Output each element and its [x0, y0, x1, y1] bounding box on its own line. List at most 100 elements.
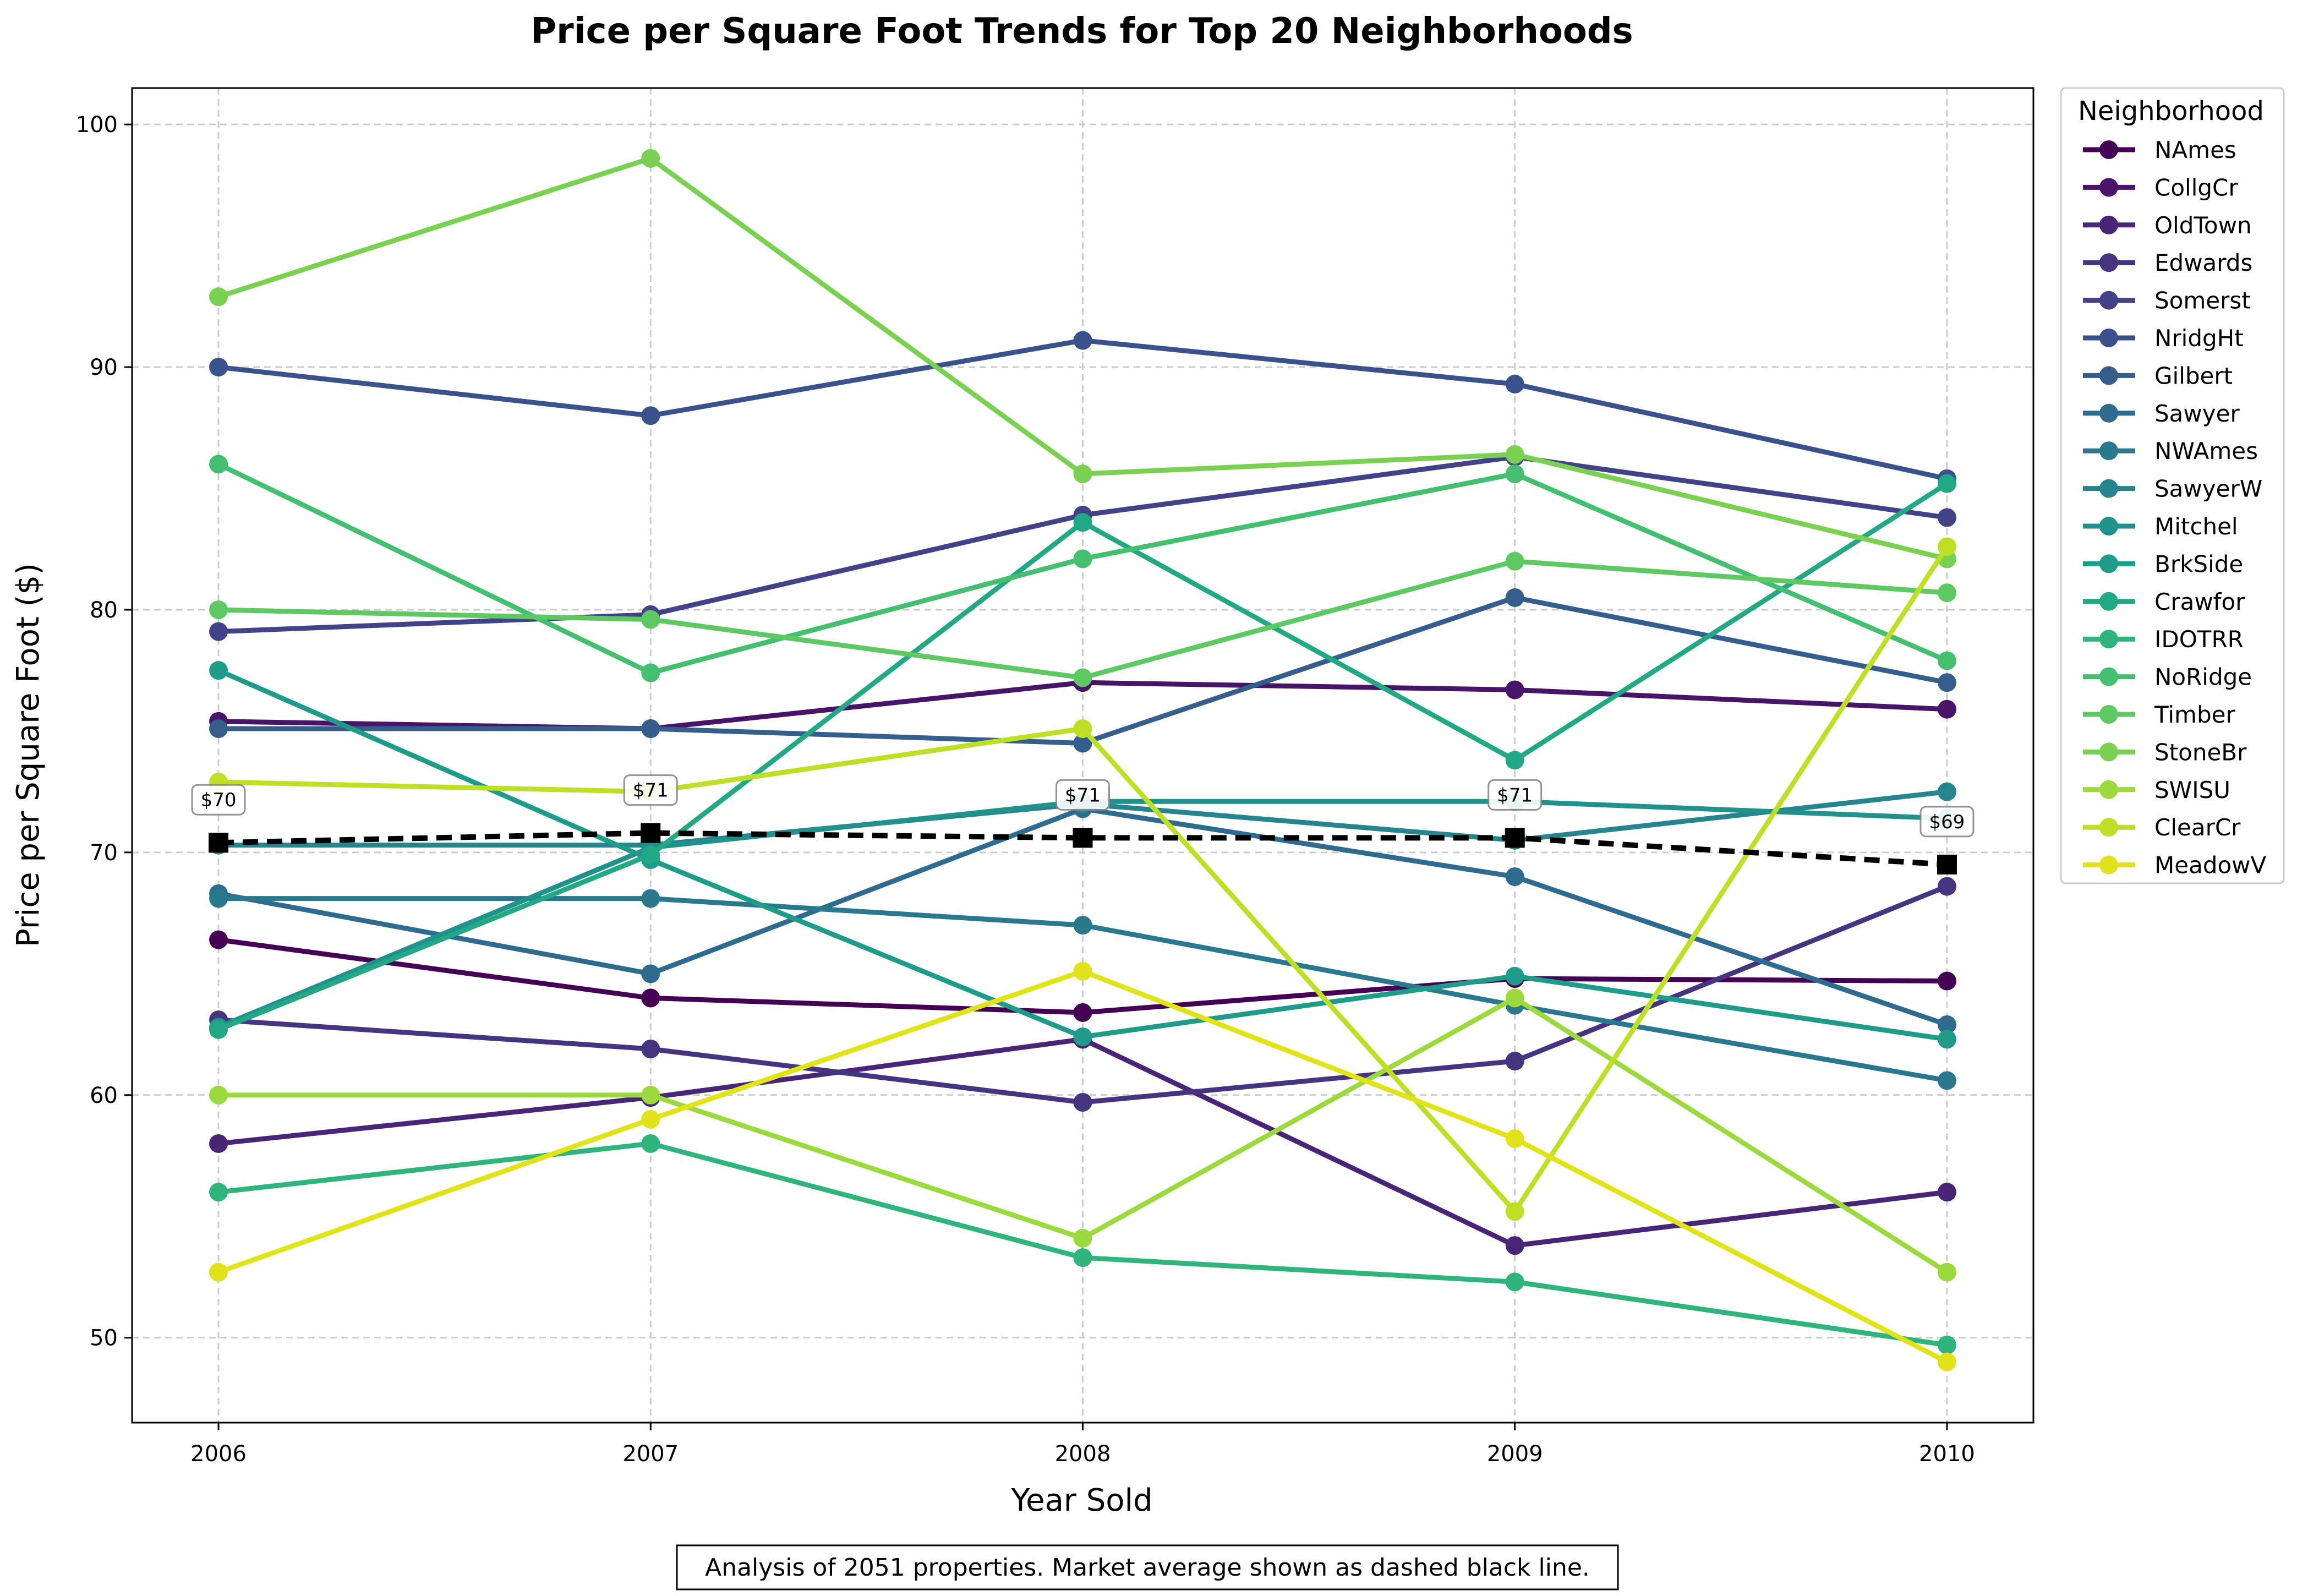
data-point [1073, 734, 1092, 753]
series-noridge [209, 455, 1956, 682]
data-point [641, 964, 660, 983]
legend-swatch-marker [2099, 667, 2118, 686]
data-point [209, 455, 228, 474]
footnote-text: Analysis of 2051 properties. Market aver… [705, 1554, 1590, 1582]
series-meadowv [209, 961, 1956, 1371]
y-tick-label: 80 [90, 598, 118, 623]
legend: Neighborhood NAmes CollgCr OldTown Edwards S… [2060, 87, 2285, 884]
legend-label: NridgHt [2154, 325, 2244, 352]
average-marker [1937, 854, 1957, 874]
data-point [209, 661, 228, 680]
data-point [1505, 374, 1524, 393]
legend-entry-sawyer: Sawyer [2083, 400, 2240, 427]
legend-label: Gilbert [2154, 362, 2233, 389]
average-label-box [191, 784, 246, 816]
average-label-box [1055, 779, 1110, 811]
legend-label: OldTown [2154, 212, 2252, 239]
legend-entry-nridght: NridgHt [2083, 325, 2244, 352]
legend-label: Sawyer [2154, 400, 2240, 427]
data-point [1505, 867, 1524, 886]
y-tick-label: 50 [90, 1326, 118, 1351]
legend-swatch-marker [2099, 855, 2118, 874]
data-point [209, 1262, 228, 1282]
data-point [209, 287, 228, 307]
average-marker [1073, 828, 1093, 848]
average-marker [1505, 828, 1525, 848]
legend-entry-noridge: NoRidge [2083, 664, 2252, 691]
legend-entry-nwames: NWAmes [2083, 438, 2258, 464]
legend-swatch-marker [2099, 818, 2118, 837]
data-point [1505, 1236, 1524, 1255]
data-point [1073, 331, 1092, 350]
legend-label: Somerst [2154, 287, 2251, 314]
data-point [641, 149, 660, 168]
data-point [1073, 1228, 1092, 1248]
average-layer: $70 $71 $71 $71 $69 [191, 774, 1975, 874]
legend-swatch-marker [2099, 630, 2118, 649]
data-point [1937, 1030, 1956, 1049]
data-point [1073, 464, 1092, 484]
average-label-box [1919, 806, 1975, 838]
legend-swatch-marker [2099, 215, 2118, 234]
data-point [1937, 877, 1956, 896]
legend-entry-timber: Timber [2083, 701, 2235, 728]
average-value-label: $69 [1929, 811, 1965, 833]
x-tick-label: 2006 [190, 1441, 247, 1467]
data-point [641, 1040, 660, 1058]
legend-label: Timber [2154, 701, 2235, 728]
data-point [209, 930, 228, 949]
data-point [209, 1020, 228, 1039]
legend-label: NoRidge [2154, 664, 2252, 691]
legend-entry-idotrr: IDOTRR [2083, 626, 2244, 653]
legend-swatch-marker [2099, 403, 2118, 423]
data-point [1073, 668, 1092, 687]
data-point [1073, 916, 1092, 935]
data-point [1505, 588, 1524, 607]
average-label-box [623, 774, 678, 806]
data-point [1073, 549, 1092, 569]
legend-entry-meadowv: MeadowV [2083, 852, 2267, 879]
legend-label: NAmes [2154, 136, 2236, 163]
legend-swatch-marker [2099, 780, 2118, 799]
legend-title: Neighborhood [2078, 96, 2264, 127]
data-point [209, 719, 228, 738]
average-marker [209, 833, 229, 853]
x-axis-label: Year Sold [1010, 1483, 1152, 1518]
data-point [1937, 651, 1956, 670]
data-point [1073, 1003, 1092, 1022]
legend-label: CollgCr [2154, 174, 2238, 201]
data-point [1937, 1071, 1956, 1090]
data-point [1937, 971, 1956, 991]
x-tick-label: 2007 [622, 1441, 679, 1467]
series-crawfor [209, 474, 1956, 1039]
series-gilbert [209, 588, 1956, 753]
chart-title: Price per Square Foot Trends for Top 20 … [531, 11, 1633, 52]
data-point [641, 988, 660, 1008]
data-point [1937, 782, 1956, 801]
y-axis-label: Price per Square Foot ($) [10, 563, 46, 947]
data-point [1073, 513, 1092, 532]
data-point [1937, 1015, 1956, 1034]
data-point [641, 1085, 660, 1105]
legend-entry-edwards: Edwards [2083, 249, 2252, 276]
data-point [1937, 583, 1956, 603]
legend-swatch-marker [2099, 140, 2118, 159]
x-tick-label: 2010 [1919, 1441, 1975, 1467]
legend-label: Mitchel [2154, 513, 2238, 540]
data-point [641, 663, 660, 682]
data-point [1505, 966, 1524, 986]
legend-swatch-marker [2099, 705, 2118, 724]
legend-swatch-marker [2099, 291, 2118, 310]
legend-entry-stonebr: StoneBr [2083, 739, 2247, 766]
legend-label: Edwards [2154, 249, 2252, 276]
legend-swatch-marker [2099, 441, 2118, 461]
average-value-label: $71 [633, 780, 669, 802]
legend-label: MeadowV [2154, 852, 2267, 879]
data-point [1073, 719, 1092, 738]
legend-entry-sawyerw: SawyerW [2083, 475, 2262, 502]
data-point [1937, 1352, 1956, 1371]
data-point [1937, 537, 1956, 556]
y-axis-ticks: 50 60 70 80 90 100 [76, 112, 132, 1351]
series-swisu [209, 988, 1956, 1282]
